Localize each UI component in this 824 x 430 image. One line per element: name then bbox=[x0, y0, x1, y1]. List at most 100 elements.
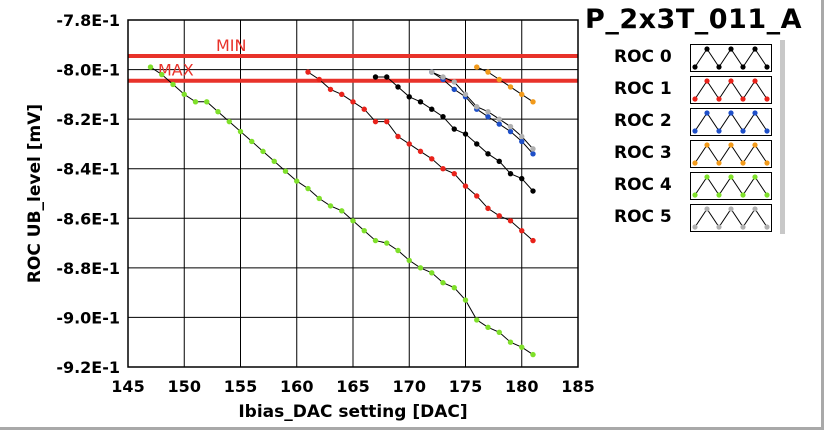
data-point bbox=[350, 99, 356, 105]
legend-swatch-zigzag bbox=[692, 206, 770, 230]
data-point bbox=[181, 91, 187, 98]
data-point bbox=[372, 118, 379, 125]
legend-label: ROC 0 bbox=[614, 47, 672, 67]
legend-swatch-marker bbox=[728, 46, 734, 52]
data-point bbox=[485, 324, 491, 331]
data-point bbox=[507, 339, 514, 345]
data-point bbox=[204, 99, 210, 105]
data-point bbox=[327, 86, 334, 93]
data-point bbox=[395, 133, 401, 140]
data-point bbox=[474, 317, 480, 323]
series-line bbox=[431, 71, 534, 155]
legend-item: ROC 3 bbox=[604, 140, 776, 168]
legend-swatch-marker bbox=[764, 224, 770, 230]
x-tick-label: 170 bbox=[393, 377, 426, 396]
legend-swatch bbox=[690, 76, 772, 104]
legend-item: ROC 2 bbox=[604, 108, 776, 136]
series-line bbox=[431, 71, 534, 150]
data-point bbox=[294, 178, 300, 184]
legend: ROC 0 ROC 1 ROC 2 ROC 3 ROC 4 ROC 5 bbox=[604, 40, 780, 234]
legend-swatch-line bbox=[694, 144, 768, 164]
legend-swatch-marker bbox=[752, 46, 758, 52]
data-point bbox=[429, 69, 435, 75]
legend-swatch-marker bbox=[752, 142, 758, 148]
legend-swatch-zigzag bbox=[692, 46, 770, 70]
y-tick-label: -8.0E-1 bbox=[56, 61, 120, 80]
data-point bbox=[485, 69, 491, 75]
data-point bbox=[496, 121, 502, 127]
data-point bbox=[507, 170, 514, 177]
data-point bbox=[519, 133, 525, 140]
data-point bbox=[496, 76, 502, 83]
x-tick-label: 165 bbox=[336, 377, 369, 396]
data-point bbox=[519, 175, 525, 182]
x-tick-label: 160 bbox=[280, 377, 313, 396]
legend-label: ROC 3 bbox=[614, 143, 672, 163]
data-point bbox=[496, 329, 502, 335]
data-point bbox=[384, 118, 390, 125]
legend-swatch-marker bbox=[704, 78, 710, 84]
data-point bbox=[496, 158, 502, 164]
legend-swatch-line bbox=[694, 176, 768, 196]
legend-swatch-marker bbox=[752, 110, 758, 116]
data-point bbox=[507, 123, 514, 130]
data-point bbox=[429, 270, 435, 276]
legend-swatch-marker bbox=[716, 160, 722, 166]
legend-label: ROC 5 bbox=[614, 207, 672, 227]
legend-swatch-line bbox=[694, 208, 768, 228]
data-point bbox=[159, 71, 165, 78]
ref-label-min: MIN bbox=[216, 36, 247, 55]
legend-swatch-marker bbox=[692, 128, 698, 134]
ref-label-max: MAX bbox=[158, 61, 194, 80]
legend-swatch-marker bbox=[752, 174, 758, 180]
legend-swatch-marker bbox=[752, 78, 758, 84]
data-point bbox=[406, 141, 412, 147]
data-point bbox=[429, 156, 435, 162]
legend-swatch bbox=[690, 44, 772, 72]
data-point bbox=[350, 218, 356, 224]
legend-swatch-marker bbox=[716, 96, 722, 102]
series-roc-1 bbox=[305, 69, 536, 244]
legend-swatch-marker bbox=[740, 224, 746, 230]
data-point bbox=[282, 168, 289, 174]
data-point bbox=[327, 203, 334, 209]
data-point bbox=[406, 94, 412, 100]
legend-swatch-marker bbox=[740, 64, 746, 70]
plot-frame bbox=[127, 19, 579, 368]
legend-swatch-marker bbox=[764, 128, 770, 134]
y-axis-title: ROC UB_level [mV] bbox=[25, 104, 45, 283]
data-point bbox=[496, 116, 502, 122]
legend-swatch-marker bbox=[692, 160, 698, 166]
data-point bbox=[192, 99, 199, 105]
data-point bbox=[519, 138, 525, 145]
data-point bbox=[361, 106, 367, 112]
data-point bbox=[440, 280, 446, 286]
data-point bbox=[519, 344, 525, 350]
series-roc-3 bbox=[474, 64, 536, 105]
y-tick-label: -8.6E-1 bbox=[56, 209, 120, 228]
legend-swatch-marker bbox=[704, 174, 710, 180]
legend-swatch-marker bbox=[692, 64, 698, 70]
data-point bbox=[485, 113, 491, 120]
data-point bbox=[406, 257, 412, 264]
data-point bbox=[361, 227, 367, 234]
legend-swatch-marker bbox=[728, 206, 734, 212]
y-tick-label: -9.0E-1 bbox=[56, 308, 120, 327]
data-point bbox=[372, 237, 379, 244]
data-point bbox=[226, 118, 232, 125]
reference-lines: MIN MAX bbox=[128, 36, 578, 83]
grid bbox=[128, 20, 578, 367]
legend-swatch bbox=[690, 172, 772, 200]
legend-swatch bbox=[690, 204, 772, 232]
legend-swatch-zigzag bbox=[692, 174, 770, 198]
data-point bbox=[474, 64, 480, 70]
data-point bbox=[496, 213, 502, 219]
data-point bbox=[474, 193, 480, 199]
data-point bbox=[451, 126, 457, 132]
legend-swatch-marker bbox=[728, 142, 734, 148]
data-point bbox=[519, 227, 525, 234]
data-point bbox=[451, 86, 457, 93]
data-point bbox=[237, 128, 244, 135]
series-roc-4 bbox=[147, 64, 536, 358]
legend-swatch-line bbox=[694, 112, 768, 132]
